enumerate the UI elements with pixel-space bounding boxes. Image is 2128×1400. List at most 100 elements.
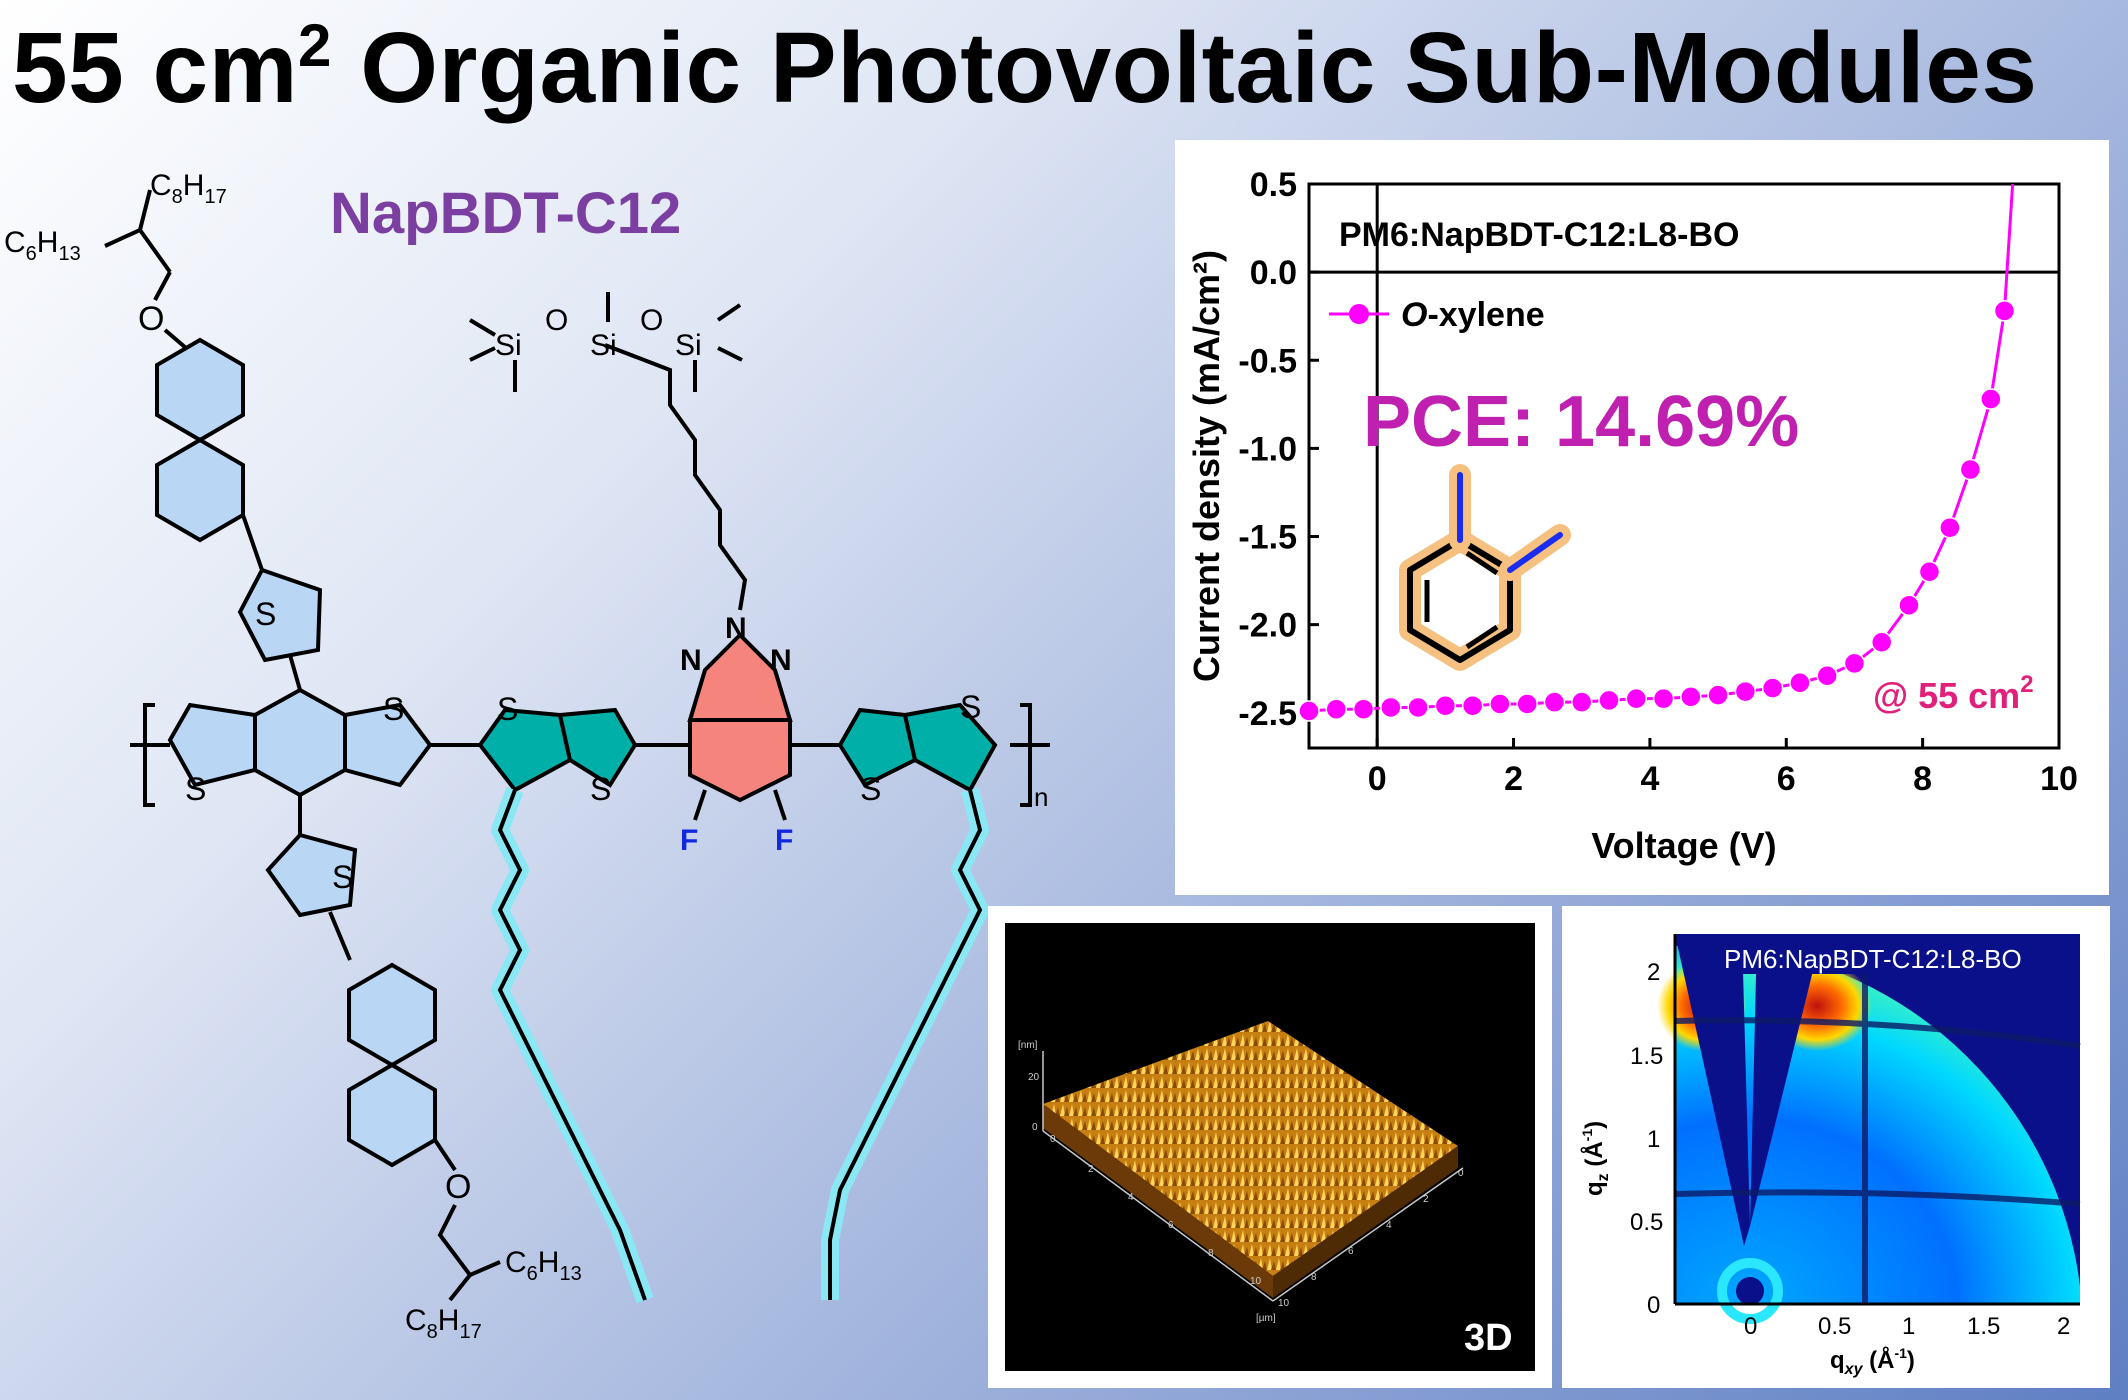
data-point xyxy=(1918,561,1941,583)
svg-text:4: 4 xyxy=(1386,1220,1392,1231)
svg-text:F: F xyxy=(680,824,698,857)
data-point xyxy=(1516,693,1538,715)
area-label: @ 55 cm2 xyxy=(1873,671,2034,716)
data-point xyxy=(1993,300,2016,322)
data-point xyxy=(1707,684,1729,706)
svg-text:n: n xyxy=(1034,782,1048,812)
svg-text:Si: Si xyxy=(495,329,522,362)
x-tick-label: 10 xyxy=(2040,760,2078,798)
afm-3d-image: [nm] 20 0 0 2 4 6 8 10 0 2 4 6 8 10 [µm]… xyxy=(1005,923,1535,1371)
data-point xyxy=(1789,672,1811,694)
svg-text:C8H17: C8H17 xyxy=(405,1304,482,1343)
svg-text:6: 6 xyxy=(1168,1220,1174,1231)
x-tick-label: 6 xyxy=(1777,760,1796,798)
svg-text:0.5: 0.5 xyxy=(1818,1313,1851,1340)
data-point xyxy=(1870,631,1893,653)
data-point xyxy=(1843,652,1866,675)
svg-text:N: N xyxy=(725,612,747,645)
svg-text:S: S xyxy=(383,691,404,727)
y-tick-label: -2.0 xyxy=(1238,607,1297,645)
svg-text:0: 0 xyxy=(1647,1292,1660,1319)
legend-label: O-xylene xyxy=(1401,296,1545,334)
svg-text:8: 8 xyxy=(1311,1272,1317,1283)
svg-text:S: S xyxy=(332,859,353,895)
data-point xyxy=(1816,664,1838,687)
data-point xyxy=(1761,677,1784,699)
svg-text:1.5: 1.5 xyxy=(1630,1043,1663,1070)
y-tick-label: -1.5 xyxy=(1238,519,1297,557)
y-tick-label: -1.0 xyxy=(1238,430,1297,468)
svg-text:O: O xyxy=(138,300,164,338)
data-point xyxy=(1543,691,1566,713)
x-tick-label: 2 xyxy=(1504,760,1523,798)
data-point xyxy=(1734,680,1757,703)
y-axis-label: Current density (mA/cm²) xyxy=(1186,250,1227,682)
data-point xyxy=(1570,691,1593,713)
x-tick-label: 4 xyxy=(1640,760,1659,798)
data-point xyxy=(1489,693,1511,715)
svg-text:0: 0 xyxy=(1458,1168,1464,1179)
data-point xyxy=(1680,686,1702,708)
molecule-name: NapBDT-C12 xyxy=(330,181,681,246)
data-point xyxy=(1980,388,2002,410)
afm-xy-unit: [µm] xyxy=(1256,1313,1276,1324)
data-point xyxy=(1939,516,1961,539)
y-tick-label: -2.5 xyxy=(1238,695,1297,733)
svg-text:0: 0 xyxy=(1032,1122,1038,1133)
svg-text:0: 0 xyxy=(1050,1134,1056,1145)
data-point xyxy=(1298,700,1320,722)
svg-text:O: O xyxy=(445,1168,471,1206)
page-title: 55 cm2 Organic Photovoltaic Sub-Modules xyxy=(12,12,2038,124)
svg-text:1.5: 1.5 xyxy=(1967,1313,2000,1340)
svg-text:4: 4 xyxy=(1128,1192,1134,1203)
x-tick-label: 0 xyxy=(1368,760,1387,798)
afm-image-panel: [nm] 20 0 0 2 4 6 8 10 0 2 4 6 8 10 [µm]… xyxy=(988,906,1552,1388)
svg-text:S: S xyxy=(497,691,518,727)
data-point xyxy=(1598,689,1620,712)
data-point xyxy=(1434,694,1457,717)
svg-text:Si: Si xyxy=(590,329,617,362)
svg-text:C6H13: C6H13 xyxy=(505,1246,582,1285)
giwaxs-xlabel: qxy (Å-1) xyxy=(1830,1345,1915,1378)
data-point xyxy=(1325,698,1348,720)
svg-text:C6H13: C6H13 xyxy=(4,226,81,265)
svg-text:1: 1 xyxy=(1902,1313,1915,1340)
y-tick-label: 0.0 xyxy=(1250,254,1297,292)
svg-text:N: N xyxy=(680,644,702,677)
data-point xyxy=(1959,458,1982,481)
data-point xyxy=(1380,696,1402,719)
y-tick-label: -0.5 xyxy=(1238,342,1297,380)
svg-text:S: S xyxy=(255,596,276,632)
jv-curve-panel: 0.5 0.0 -0.5 -1.0 -1.5 -2.0 -2.5 0 2 4 6 8 10 Voltage… xyxy=(1175,140,2109,895)
svg-text:S: S xyxy=(960,689,981,725)
svg-text:6: 6 xyxy=(1348,1246,1354,1257)
svg-text:Si: Si xyxy=(675,329,702,362)
svg-text:F: F xyxy=(775,824,793,857)
afm-z-unit: [nm] xyxy=(1018,1040,1038,1051)
svg-text:S: S xyxy=(590,771,611,807)
data-point xyxy=(1625,687,1648,710)
svg-text:0.5: 0.5 xyxy=(1630,1209,1663,1236)
svg-text:10: 10 xyxy=(1278,1298,1290,1309)
giwaxs-ylabel: qz (Å-1) xyxy=(1579,1121,1612,1196)
composition-label: PM6:NapBDT-C12:L8-BO xyxy=(1339,216,1739,254)
svg-text:2: 2 xyxy=(1647,959,1660,986)
svg-text:O: O xyxy=(545,304,568,337)
svg-text:20: 20 xyxy=(1028,1072,1040,1083)
giwaxs-panel: PM6:NapBDT-C12:L8-BO 0 0.5 1 1.5 2 0 0.5… xyxy=(1562,906,2110,1388)
svg-text:S: S xyxy=(185,771,206,807)
data-point xyxy=(1898,594,1920,616)
data-point xyxy=(1461,694,1484,717)
x-axis-label: Voltage (V) xyxy=(1591,825,1776,866)
legend-marker xyxy=(1349,304,1369,324)
svg-text:2: 2 xyxy=(2057,1313,2070,1340)
afm-3d-label: 3D xyxy=(1464,1317,1513,1359)
svg-text:2: 2 xyxy=(1423,1194,1429,1205)
data-point xyxy=(1652,687,1675,710)
svg-text:8: 8 xyxy=(1208,1248,1214,1259)
x-tick-label: 8 xyxy=(1913,760,1932,798)
o-xylene-structure xyxy=(1399,464,1571,671)
pce-label: PCE: 14.69% xyxy=(1363,382,1799,462)
svg-text:10: 10 xyxy=(1250,1276,1262,1287)
jv-chart: 0.5 0.0 -0.5 -1.0 -1.5 -2.0 -2.5 0 2 4 6 8 10 Voltage… xyxy=(1186,166,2078,866)
